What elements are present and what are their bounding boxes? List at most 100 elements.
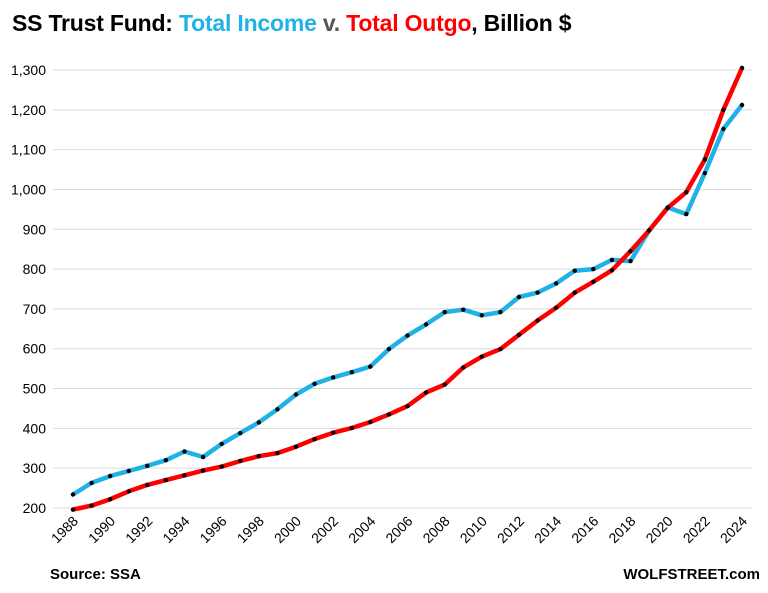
data-point-income-2016 [591, 266, 596, 272]
data-point-outgo-2015 [572, 290, 577, 295]
title-end: , Billion $ [471, 10, 572, 36]
data-point-outgo-2022 [702, 157, 707, 162]
x-tick-label-2018: 2018 [605, 513, 638, 546]
title-outgo: Total Outgo [346, 10, 472, 36]
y-tick-label-600: 600 [23, 341, 47, 357]
data-point-income-1999 [275, 407, 280, 412]
data-point-outgo-1995 [200, 468, 206, 473]
data-point-income-2007 [423, 322, 429, 327]
x-tick-label-1988: 1988 [48, 513, 81, 546]
data-point-outgo-2010 [479, 354, 484, 359]
gridlines [53, 69, 752, 509]
data-point-outgo-1991 [126, 489, 131, 494]
data-point-income-2009 [461, 307, 466, 312]
data-point-income-2018 [628, 258, 633, 264]
data-point-income-1988 [70, 492, 76, 497]
y-tick-label-900: 900 [23, 221, 47, 237]
data-point-outgo-2024 [739, 65, 745, 71]
series-line-outgo [70, 65, 745, 512]
chart-title: SS Trust Fund: Total Income v. Total Out… [12, 10, 572, 37]
x-tick-label-2000: 2000 [271, 513, 304, 546]
data-point-income-2005 [386, 346, 392, 352]
x-tick-label-1994: 1994 [159, 513, 192, 546]
data-point-income-2008 [442, 309, 447, 315]
x-tick-label-1996: 1996 [196, 513, 229, 546]
data-point-outgo-2011 [498, 346, 503, 352]
x-tick-label-2016: 2016 [568, 513, 601, 546]
title-part1: SS Trust Fund: [12, 10, 179, 36]
x-tick-label-2022: 2022 [680, 513, 713, 546]
data-point-income-1995 [200, 454, 206, 460]
data-point-outgo-2019 [646, 228, 652, 233]
source-note: Source: SSA [50, 566, 141, 583]
x-tick-label-2004: 2004 [345, 513, 378, 546]
data-point-outgo-2014 [554, 305, 559, 310]
data-point-outgo-1988 [70, 507, 76, 512]
y-tick-label-500: 500 [23, 381, 47, 397]
data-point-outgo-2017 [609, 268, 615, 273]
data-point-income-1992 [145, 463, 150, 468]
data-point-income-1997 [238, 430, 243, 436]
data-point-outgo-2000 [293, 444, 299, 449]
data-point-income-2014 [554, 281, 559, 286]
x-tick-label-2024: 2024 [717, 513, 750, 546]
data-point-outgo-2009 [461, 365, 466, 370]
x-tick-label-1992: 1992 [122, 513, 155, 546]
x-tick-label-2008: 2008 [419, 513, 452, 546]
data-point-income-1991 [126, 468, 131, 474]
data-point-outgo-2012 [516, 332, 522, 337]
data-point-income-1989 [89, 480, 94, 486]
x-tick-label-2020: 2020 [642, 513, 675, 546]
data-point-outgo-2020 [665, 205, 670, 210]
data-point-outgo-2016 [591, 279, 596, 284]
title-income: Total Income [178, 10, 317, 36]
data-point-outgo-1996 [219, 464, 224, 469]
data-point-outgo-1993 [163, 477, 169, 483]
data-point-income-2023 [721, 126, 726, 132]
data-point-income-1994 [182, 449, 187, 454]
y-tick-label-1000: 1,000 [11, 181, 46, 197]
x-tick-label-2014: 2014 [531, 513, 564, 546]
series-line-income [70, 102, 745, 497]
brand-label: WOLFSTREET.com [623, 566, 760, 583]
data-point-income-2004 [368, 364, 373, 369]
data-point-income-1990 [108, 473, 113, 479]
data-point-income-1998 [256, 420, 261, 425]
data-point-outgo-1999 [275, 450, 280, 456]
y-tick-label-800: 800 [23, 261, 47, 277]
data-point-outgo-2007 [423, 390, 429, 395]
data-point-outgo-2023 [721, 107, 726, 113]
y-tick-label-200: 200 [23, 500, 47, 516]
data-point-outgo-2013 [535, 318, 540, 323]
data-point-outgo-2003 [349, 425, 354, 431]
data-point-outgo-2005 [386, 412, 392, 417]
data-point-outgo-1990 [108, 497, 113, 502]
y-tick-label-1200: 1,200 [11, 102, 46, 118]
data-point-outgo-1998 [256, 454, 261, 459]
data-point-income-2017 [609, 257, 615, 263]
data-point-outgo-2008 [442, 382, 447, 387]
y-tick-label-1300: 1,300 [11, 62, 46, 78]
data-point-income-1996 [219, 441, 224, 447]
data-point-income-2021 [684, 211, 689, 217]
data-point-outgo-2021 [684, 190, 689, 195]
data-point-outgo-1997 [238, 458, 243, 464]
y-tick-label-700: 700 [23, 301, 47, 317]
series-markers [70, 65, 745, 512]
data-point-income-2010 [479, 313, 484, 318]
data-point-income-2001 [312, 381, 317, 386]
y-axis: 200 300 400 500 600 700 800 900 1,000 1,100 1,200 1… [11, 62, 46, 516]
data-point-income-2015 [572, 268, 577, 273]
data-point-income-2022 [702, 170, 707, 176]
x-tick-label-1998: 1998 [234, 513, 267, 546]
x-axis: 1988 1990 1992 1994 1996 1998 2000 2002 2004 2006… [48, 513, 750, 546]
data-point-income-2011 [498, 309, 503, 315]
data-point-income-1993 [163, 458, 169, 463]
y-tick-label-300: 300 [23, 460, 47, 476]
data-point-income-2013 [535, 290, 540, 295]
x-tick-label-2010: 2010 [457, 513, 490, 546]
data-point-income-2024 [739, 102, 745, 108]
data-point-outgo-2002 [331, 430, 336, 435]
y-tick-label-1100: 1,100 [11, 142, 46, 158]
